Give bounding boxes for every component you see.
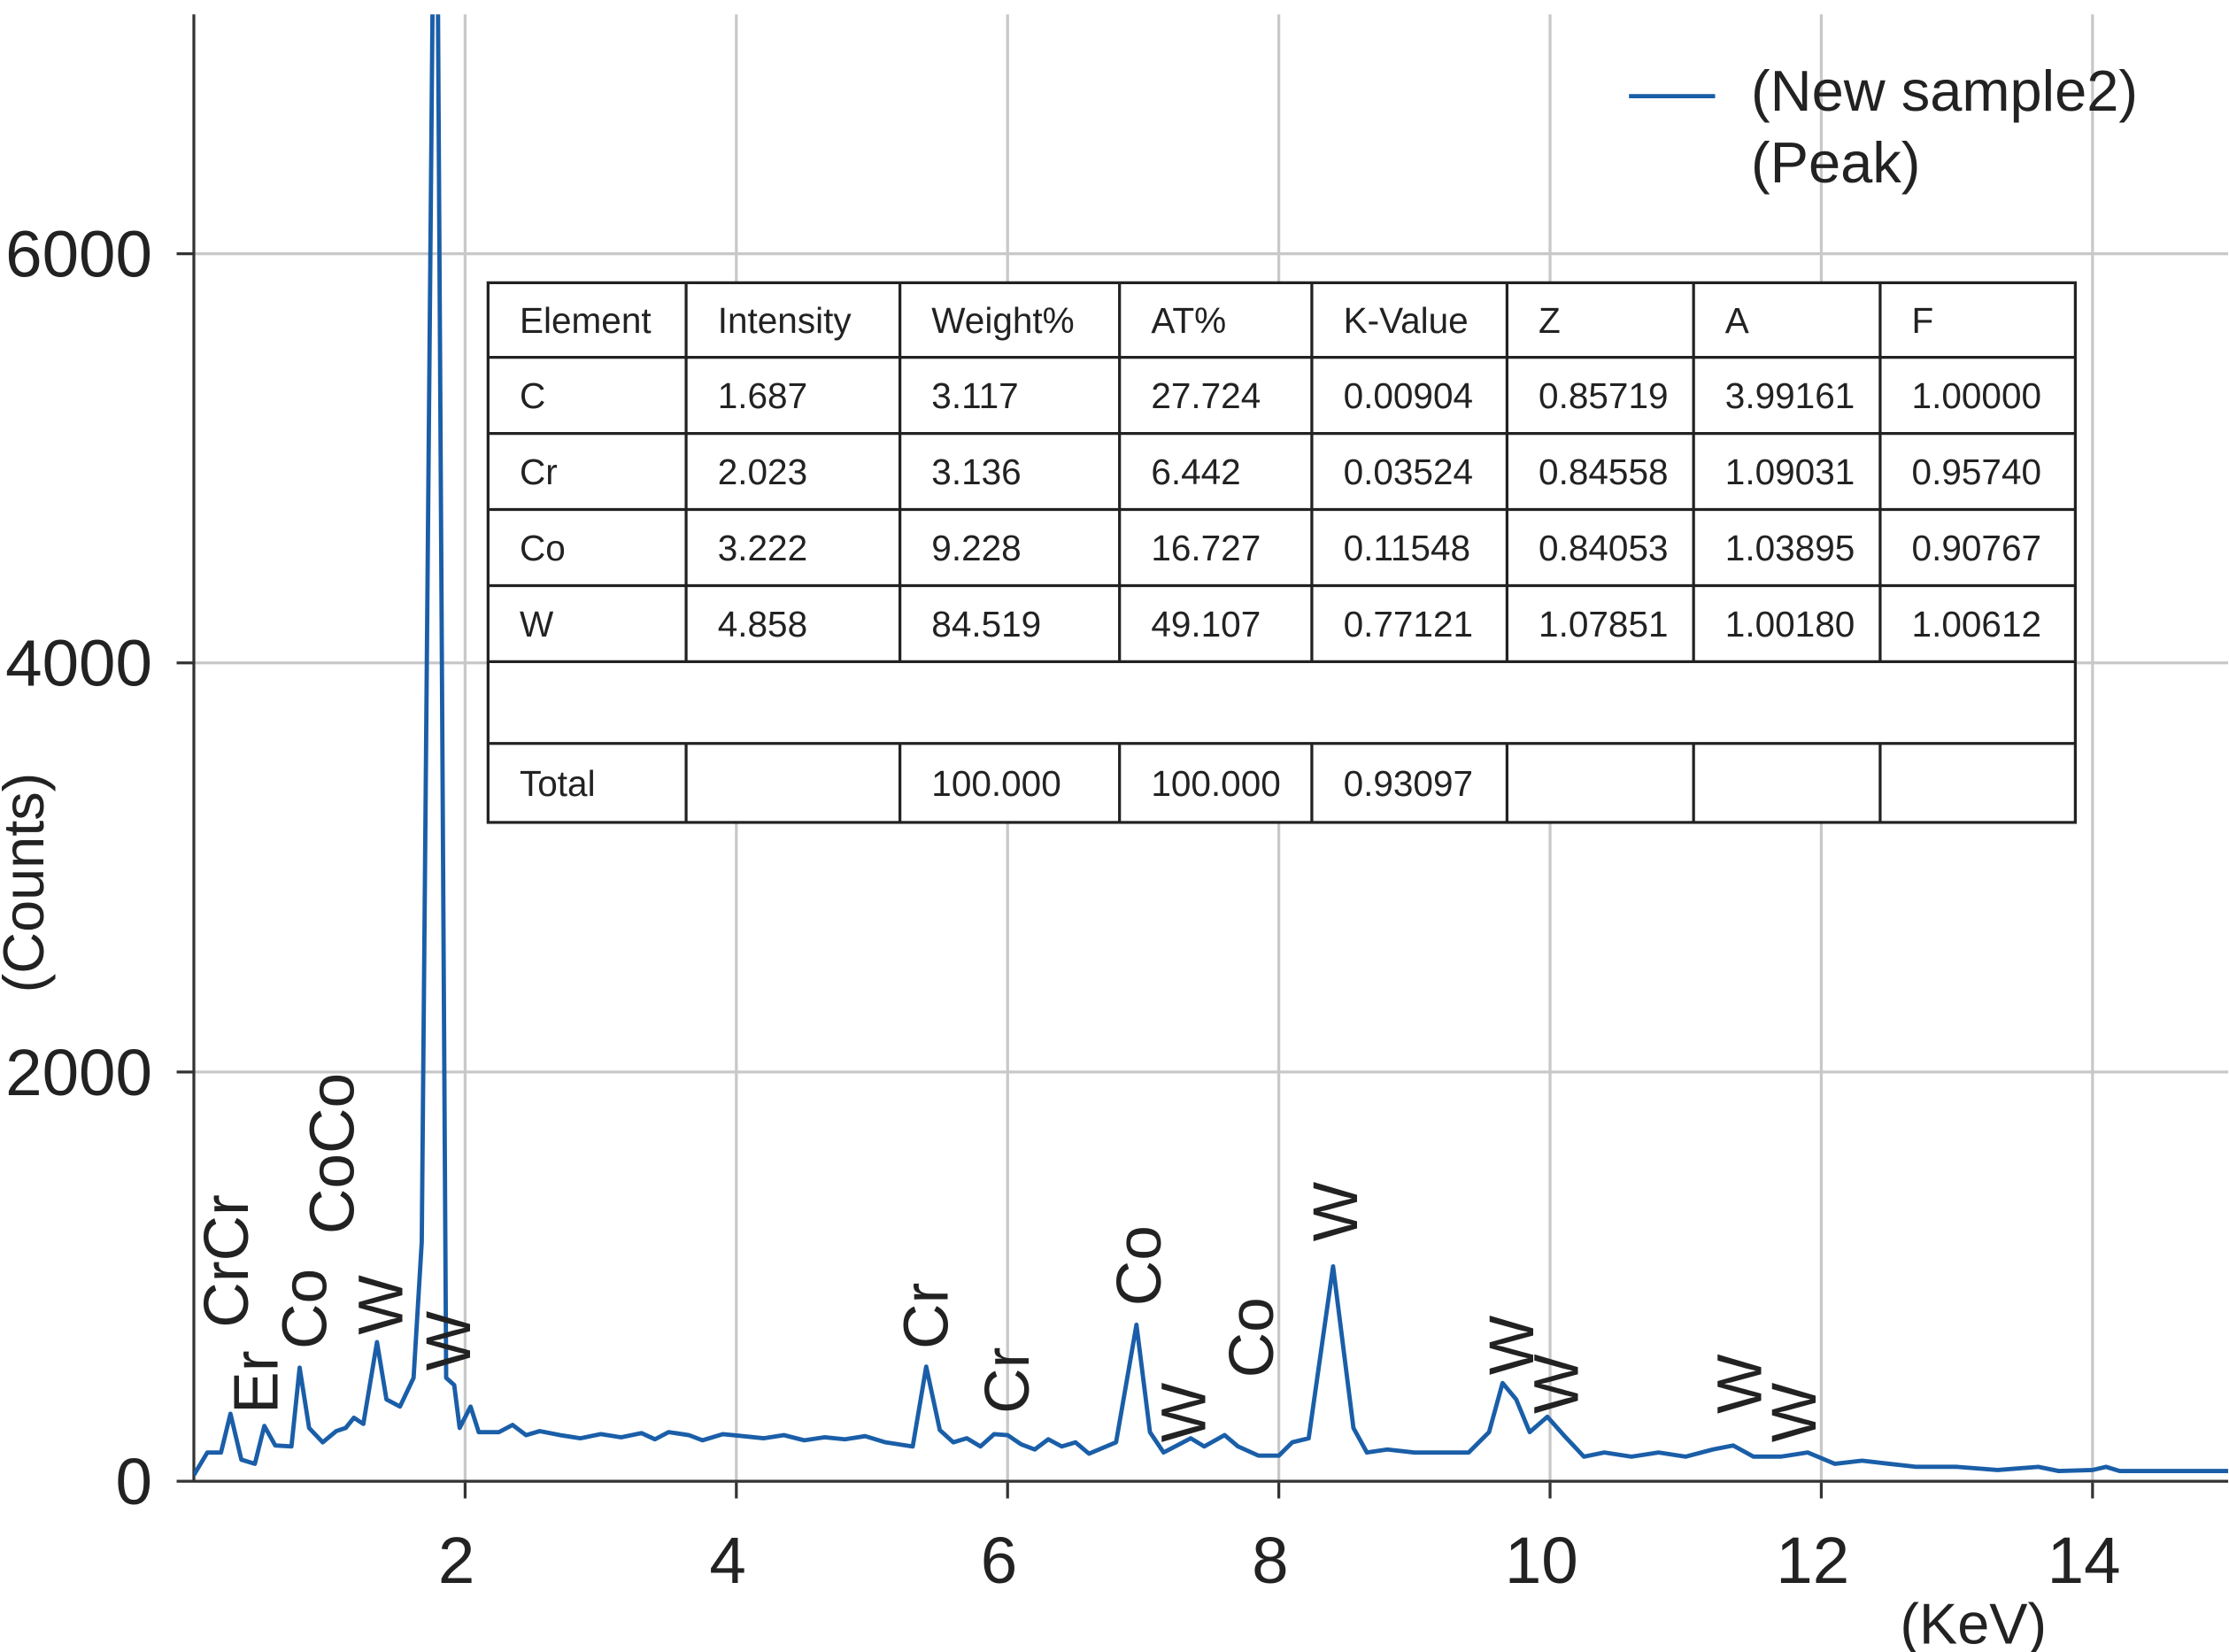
table-cell: 4.858 xyxy=(718,604,807,645)
table-cell: Co xyxy=(520,528,566,568)
table-cell: 2.023 xyxy=(718,452,807,492)
table-cell: K-Value xyxy=(1344,300,1469,341)
table-cell: F xyxy=(1912,300,1934,341)
peak-label: W xyxy=(1300,1181,1371,1241)
table-cell: Total xyxy=(520,763,596,804)
x-tick-label: 12 xyxy=(1776,1523,1849,1597)
table-cell: 0.93097 xyxy=(1344,763,1473,804)
table-cell: 16.727 xyxy=(1151,528,1261,568)
table-cell: 1.687 xyxy=(718,375,807,416)
table-cell: A xyxy=(1725,300,1749,341)
x-tick-label: 6 xyxy=(981,1523,1017,1597)
x-tick-label: 4 xyxy=(709,1523,745,1597)
table-cell: 1.00000 xyxy=(1912,375,2041,416)
peak-label: W xyxy=(413,1310,484,1370)
table-cell: 3.222 xyxy=(718,528,807,568)
table-cell: 0.95740 xyxy=(1912,452,2041,492)
legend-label: (New sample2) (Peak) xyxy=(1751,58,2139,195)
peak-label: CrCr xyxy=(191,1194,262,1328)
y-tick-label: 4000 xyxy=(5,626,152,700)
peak-label: W xyxy=(1522,1354,1593,1414)
table-frame xyxy=(486,281,2078,824)
peak-label: W xyxy=(1148,1382,1219,1442)
table-cell: Cr xyxy=(520,452,558,492)
peak-label: W xyxy=(1477,1315,1547,1375)
spectrum-line xyxy=(194,14,2229,1477)
y-tick-label: 0 xyxy=(116,1444,152,1518)
table-cell: 1.07851 xyxy=(1539,604,1668,645)
table-cell: Intensity xyxy=(718,300,852,341)
table-cell: Z xyxy=(1539,300,1561,341)
peak-label: Cr xyxy=(972,1347,1043,1414)
table-cell: 0.90767 xyxy=(1912,528,2041,568)
peak-label: W xyxy=(345,1275,416,1335)
y-axis-label: (Counts) xyxy=(0,773,56,993)
peak-label: Er xyxy=(220,1350,291,1413)
results-table: Element Intensity Weight% AT% K-Value Z A F C 1.6… xyxy=(486,281,2078,824)
x-tick-label: 10 xyxy=(1505,1523,1578,1597)
table-cell: 0.00904 xyxy=(1344,375,1473,416)
table-cell: 100.000 xyxy=(1151,763,1280,804)
table-cell: 0.84558 xyxy=(1539,452,1668,492)
peak-label: W xyxy=(1705,1354,1776,1414)
table-cell: AT% xyxy=(1151,300,1226,341)
peak-label: W xyxy=(1759,1382,1830,1442)
peak-label: Co xyxy=(1216,1297,1287,1378)
y-tick-label: 2000 xyxy=(5,1035,152,1109)
peak-label: Co xyxy=(270,1269,341,1349)
table-cell: 100.000 xyxy=(931,763,1061,804)
table-cell: 84.519 xyxy=(931,604,1041,645)
x-tick-label: 2 xyxy=(438,1523,474,1597)
table-cell: 3.136 xyxy=(931,452,1021,492)
table-cell: 0.84053 xyxy=(1539,528,1668,568)
table-cell: 1.00180 xyxy=(1725,604,1855,645)
table-cell: 1.09031 xyxy=(1725,452,1855,492)
peak-label: Cr xyxy=(891,1283,961,1349)
table-cell: 9.228 xyxy=(931,528,1021,568)
table-cell: Weight% xyxy=(931,300,1074,341)
table-cell: 0.03524 xyxy=(1344,452,1473,492)
table-cell: 49.107 xyxy=(1151,604,1261,645)
table-cell: 1.00612 xyxy=(1912,604,2041,645)
y-tick-label: 6000 xyxy=(5,217,152,291)
peak-label: Co xyxy=(1104,1225,1175,1306)
table-cell: 0.11548 xyxy=(1344,528,1470,568)
table-cell: Element xyxy=(520,300,652,341)
table-cell: 0.77121 xyxy=(1344,604,1473,645)
peak-label: CoCo xyxy=(297,1073,367,1234)
table-cell: W xyxy=(520,604,554,645)
table-cell: 0.85719 xyxy=(1539,375,1668,416)
table-cell: 3.99161 xyxy=(1725,375,1855,416)
x-axis-label: (KeV) xyxy=(1900,1591,2047,1652)
table-cell: 27.724 xyxy=(1151,375,1261,416)
table-cell: 3.117 xyxy=(931,375,1018,416)
x-tick-label: 14 xyxy=(2048,1523,2121,1597)
table-cell: C xyxy=(520,375,545,416)
table-cell: 6.442 xyxy=(1151,452,1240,492)
x-tick-label: 8 xyxy=(1252,1523,1288,1597)
table-cell: 1.03895 xyxy=(1725,528,1855,568)
